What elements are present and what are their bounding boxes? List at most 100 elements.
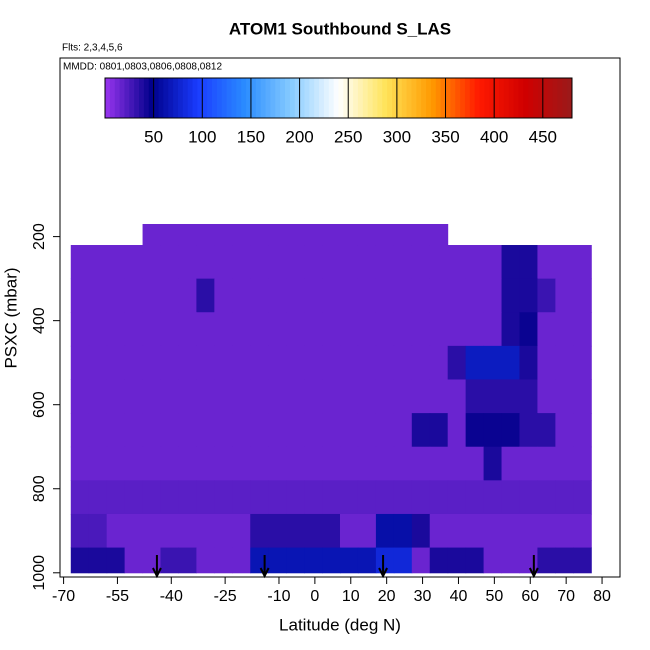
- colorbar-tick-label: 200: [285, 127, 313, 146]
- colorbar-tick-label: 50: [144, 127, 163, 146]
- curtain-cell: [411, 513, 431, 549]
- curtain-cell: [124, 480, 144, 515]
- curtain-cell: [250, 513, 269, 549]
- curtain-cell: [178, 278, 197, 313]
- curtain-cell: [214, 379, 233, 414]
- curtain-cell: [375, 278, 395, 313]
- curtain-cell: [447, 446, 467, 481]
- curtain-cell: [357, 480, 377, 515]
- curtain-cell: [124, 379, 144, 414]
- curtain-cell: [555, 480, 574, 515]
- colorbar-band: [542, 78, 549, 118]
- arrow: [259, 555, 270, 579]
- colorbar-band: [314, 78, 320, 118]
- colorbar-band: [455, 78, 461, 118]
- curtain-cell: [573, 379, 592, 414]
- colorbar-band: [460, 78, 466, 118]
- curtain-cell: [429, 223, 449, 246]
- colorbar-band: [338, 78, 344, 118]
- curtain-cell: [142, 547, 162, 574]
- curtain-cell: [178, 345, 197, 380]
- curtain-cell: [393, 547, 413, 574]
- curtain-cell: [447, 278, 467, 313]
- curtain-cell: [160, 480, 179, 515]
- curtain-cell: [268, 245, 287, 280]
- curtain-cell: [70, 312, 90, 347]
- curtain-cell: [178, 480, 197, 515]
- colorbar-band: [401, 78, 408, 118]
- curtain-cell: [196, 446, 215, 481]
- colorbar-band: [562, 78, 568, 118]
- curtain-cell: [393, 245, 413, 280]
- curtain-cell: [196, 278, 215, 313]
- colorbar-band: [469, 78, 476, 118]
- curtain-cell: [537, 345, 556, 380]
- curtain-cell: [501, 446, 520, 481]
- curtain-cell: [250, 345, 269, 380]
- x-tick-label: -70: [52, 588, 75, 605]
- colorbar-band: [299, 78, 305, 118]
- curtain-cell: [214, 480, 233, 515]
- curtain-cell: [250, 223, 269, 246]
- colorbar-band: [518, 78, 524, 118]
- curtain-cell: [340, 547, 359, 574]
- curtain-cell: [357, 413, 377, 448]
- curtain-cell: [411, 312, 431, 347]
- colorbar-band: [319, 78, 325, 118]
- curtain-cell: [106, 379, 126, 414]
- curtain-cell: [340, 278, 359, 313]
- colorbar-band: [202, 78, 208, 118]
- colorbar-band: [372, 78, 378, 118]
- curtain-cell: [357, 245, 377, 280]
- curtain-cell: [232, 480, 251, 515]
- curtain-cell: [555, 345, 574, 380]
- curtain-cell: [286, 513, 305, 549]
- curtain-cell: [573, 278, 592, 313]
- curtain-cell: [322, 547, 341, 574]
- curtain-cell: [429, 446, 449, 481]
- colorbar-band: [148, 78, 155, 118]
- curtain-cell: [465, 513, 485, 549]
- colorbar-band: [557, 78, 563, 118]
- colorbar-band: [357, 78, 364, 118]
- curtain-cell: [250, 278, 269, 313]
- curtain-cell: [250, 379, 269, 414]
- curtain-cell: [88, 379, 108, 414]
- curtain-cell: [160, 245, 179, 280]
- curtain-cell: [501, 547, 520, 574]
- colorbar-band: [246, 78, 252, 118]
- curtain-cell: [214, 413, 233, 448]
- curtain-cell: [573, 446, 592, 481]
- colorbar-band: [421, 78, 427, 118]
- curtain-cell: [555, 413, 574, 448]
- x-tick-label: 0: [310, 588, 319, 605]
- colorbar-band: [153, 78, 160, 118]
- colorbar-band: [304, 78, 310, 118]
- curtain-cell: [322, 480, 341, 515]
- curtain-cell: [537, 245, 556, 280]
- curtain-cell: [411, 223, 431, 246]
- curtain-cell: [411, 413, 431, 448]
- curtain-cell: [519, 480, 538, 515]
- colorbar-band: [105, 78, 111, 118]
- curtain-cell: [573, 547, 592, 574]
- curtain-cell: [196, 547, 215, 574]
- curtain-cell: [88, 345, 108, 380]
- colorbar-band: [221, 78, 228, 118]
- colorbar-band: [426, 78, 432, 118]
- curtain-cell: [214, 223, 233, 246]
- curtain-cell: [483, 278, 503, 313]
- curtain-cell: [340, 513, 359, 549]
- colorbar-band: [430, 78, 437, 118]
- curtain-cell: [106, 413, 126, 448]
- curtain-cell: [304, 379, 323, 414]
- curtain-cell: [429, 345, 449, 380]
- curtain-cell: [447, 513, 467, 549]
- curtain-cell: [465, 413, 485, 448]
- curtain-cell: [447, 312, 467, 347]
- colorbar-band: [494, 78, 500, 118]
- curtain-cell: [196, 345, 215, 380]
- curtain-cell: [447, 547, 467, 574]
- curtain-cell: [465, 345, 485, 380]
- colorbar-band: [143, 78, 150, 118]
